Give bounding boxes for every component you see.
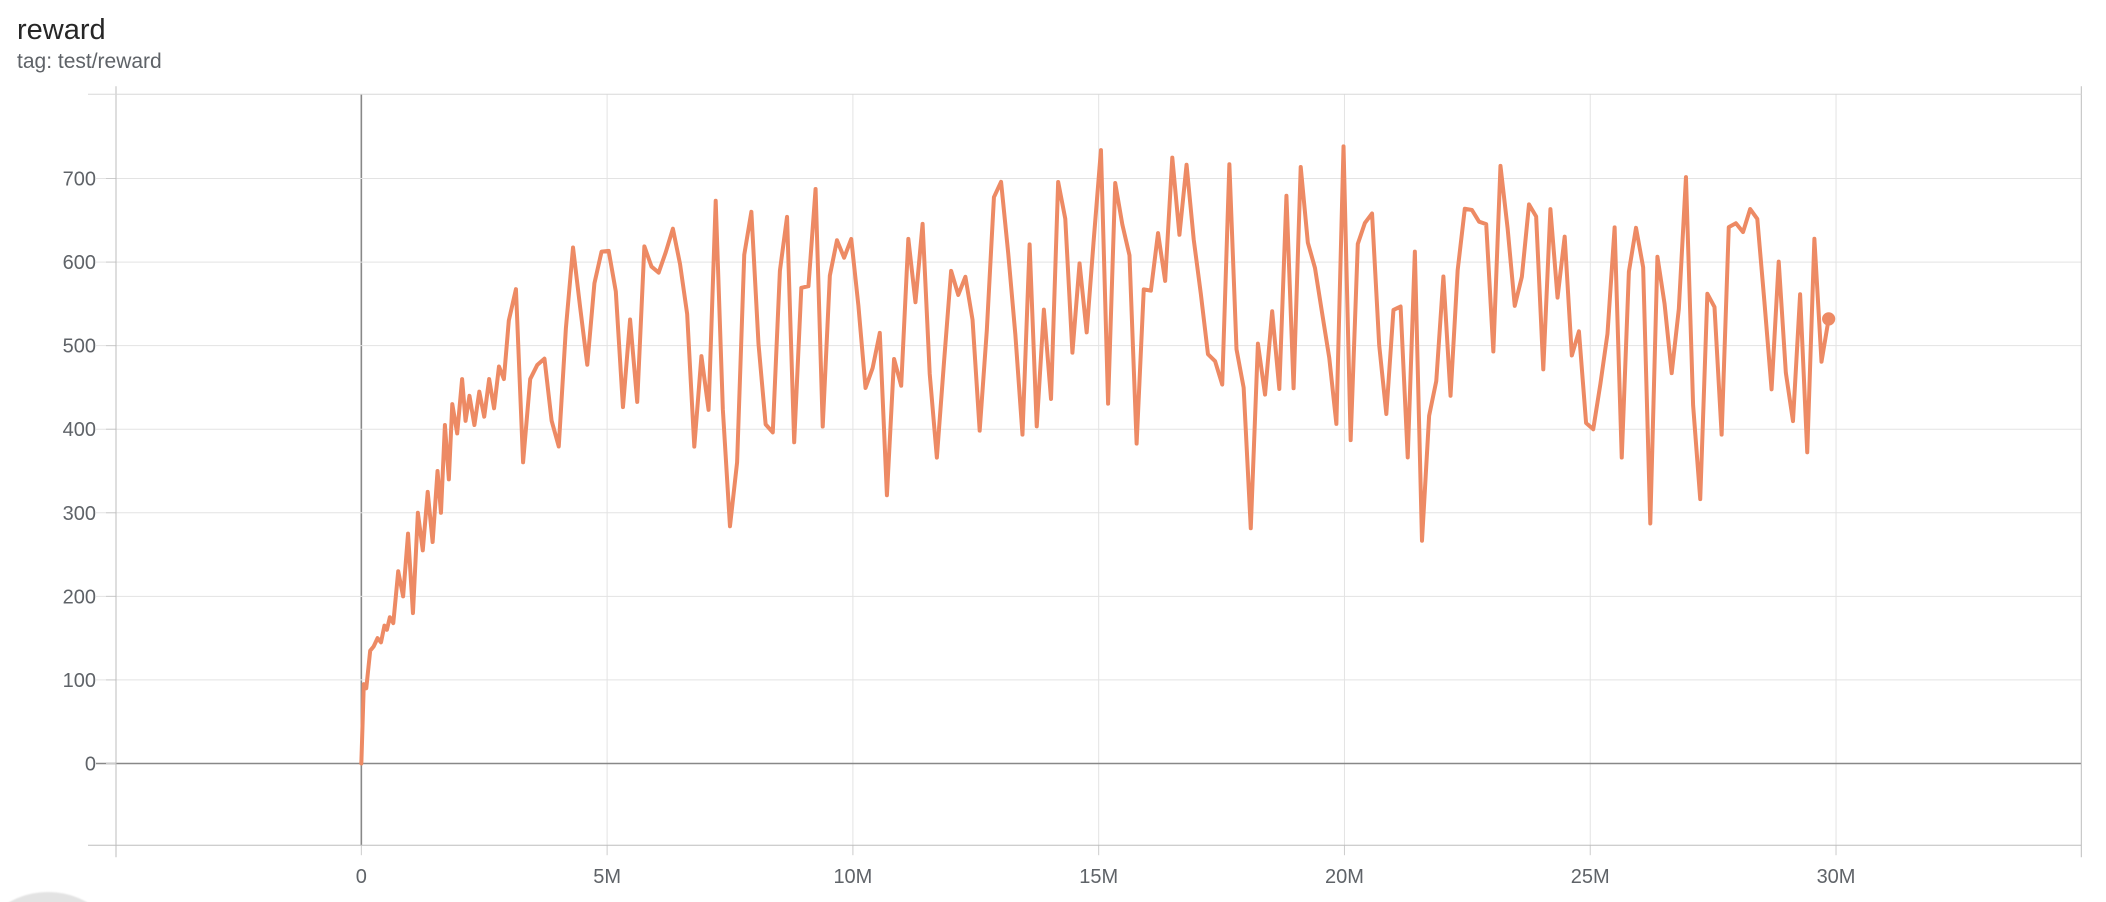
svg-text:400: 400 <box>63 419 96 441</box>
svg-text:25M: 25M <box>1571 866 1610 888</box>
svg-text:5M: 5M <box>593 866 621 888</box>
svg-text:15M: 15M <box>1079 866 1118 888</box>
svg-text:700: 700 <box>63 169 96 191</box>
svg-text:200: 200 <box>63 586 96 608</box>
svg-text:500: 500 <box>63 336 96 358</box>
svg-text:20M: 20M <box>1325 866 1364 888</box>
svg-text:30M: 30M <box>1817 866 1856 888</box>
svg-text:600: 600 <box>63 252 96 274</box>
svg-text:0: 0 <box>85 754 96 776</box>
svg-text:10M: 10M <box>833 866 872 888</box>
svg-text:100: 100 <box>63 670 96 692</box>
svg-text:0: 0 <box>356 866 367 888</box>
svg-text:300: 300 <box>63 503 96 525</box>
